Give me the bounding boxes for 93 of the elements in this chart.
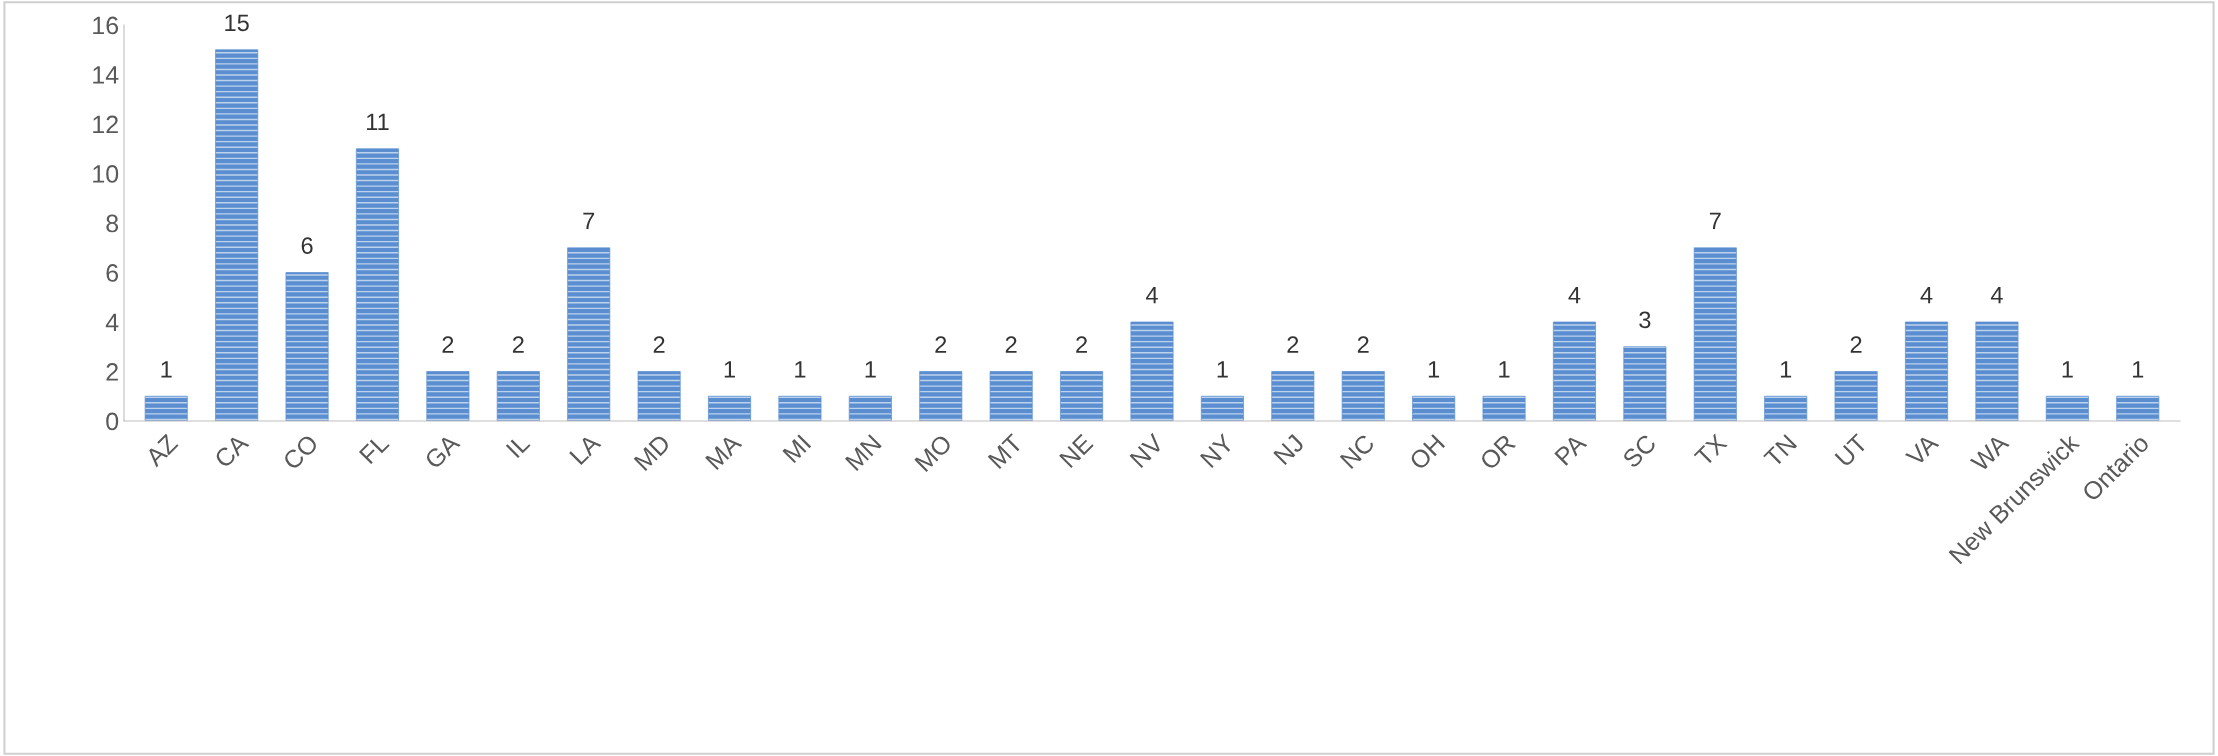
bar [1623,346,1667,421]
x-tick-label: MA [705,432,743,470]
bar [919,371,963,421]
data-label: 2 [653,336,665,353]
bar [1482,395,1526,421]
bar [426,371,470,421]
bar [848,395,892,421]
bar [1341,371,1385,421]
data-label: 6 [301,237,313,254]
data-label: 2 [1850,336,1862,353]
x-tick-label: TX [1693,433,1728,468]
bar [989,371,1033,421]
data-label: 4 [1920,286,1933,304]
y-tick-label: 16 [93,16,119,35]
x-tick-label: TN [1763,434,1798,469]
bar [1271,371,1315,421]
bar [496,371,540,421]
x-tick-label: NV [1129,432,1165,469]
data-label: 7 [583,212,595,229]
x-tick-label: VA [1904,432,1940,468]
bar [356,148,399,421]
x-tick-label: OR [1478,433,1517,471]
x-tick-label: LA [569,432,602,466]
x-tick-label: MN [844,434,882,471]
x-tick-label: NC [1339,433,1376,470]
x-tick-label: OH [1408,434,1446,471]
bar [1130,321,1174,421]
bar [215,49,259,421]
bar [1060,371,1104,421]
bar [2045,395,2089,421]
data-label: 2 [1076,336,1087,353]
data-label: 7 [1709,212,1721,229]
x-tick-label: PA [1554,432,1588,466]
y-tick-label: 0 [106,412,119,431]
y-tick-label: 4 [105,313,119,332]
data-label: 1 [1217,361,1228,378]
data-label: 1 [2062,361,2073,378]
bar [778,395,822,421]
bar [1975,321,2019,421]
x-tick-label: NJ [1273,434,1305,466]
bar [144,395,188,421]
x-tick-label: MD [633,433,672,471]
x-tick-label: SC [1621,433,1658,469]
data-label: 1 [1780,361,1792,378]
data-label: 1 [1428,361,1440,378]
bar [1764,395,1808,421]
bar [1693,247,1737,421]
x-tick-label: MT [987,433,1024,469]
data-label: 1 [724,361,735,378]
data-label: 4 [1145,286,1158,304]
x-tick-label: CA [213,432,250,469]
bar [2116,395,2160,421]
bar [637,371,681,421]
x-tick-label: CO [281,433,320,471]
x-tick-label: IL [505,433,531,459]
x-tick-label: AZ [144,433,179,468]
data-label: 2 [512,336,524,353]
data-label: 11 [367,113,389,130]
data-label: 2 [1287,336,1299,353]
y-tick-label: 2 [106,363,118,381]
y-tick-label: 8 [106,214,119,233]
x-tick-label: MO [914,433,953,473]
data-label: 4 [1568,286,1581,304]
x-tick-label: UT [1834,433,1869,468]
data-label: 1 [161,361,172,378]
x-tick-label: FL [358,433,390,465]
bar [1200,395,1244,421]
y-tick-label: 14 [93,66,119,84]
bar [567,247,611,421]
data-label: 1 [2132,361,2144,378]
bar [1552,321,1596,421]
data-label: 2 [1357,336,1369,353]
x-tick-label: NY [1199,433,1235,469]
x-tick-label: GA [423,432,461,470]
y-tick-label: 6 [106,264,119,282]
data-label: 2 [935,336,947,353]
y-tick-label: 10 [93,165,119,183]
data-label: 1 [1499,361,1510,378]
data-label: 2 [442,336,454,353]
bar [1412,395,1456,421]
data-label: 1 [795,361,806,378]
y-tick-label: 12 [93,115,118,134]
bar [1905,321,1948,421]
bar [1834,371,1878,421]
bar [285,272,329,421]
data-label: 2 [1005,336,1017,353]
data-label: 3 [1639,311,1651,329]
data-label: 4 [1990,286,2003,304]
x-tick-label: NE [1059,433,1094,469]
data-label: 1 [865,361,876,378]
x-tick-label: MI [782,434,812,464]
data-label: 15 [225,14,249,32]
bar [708,395,752,421]
